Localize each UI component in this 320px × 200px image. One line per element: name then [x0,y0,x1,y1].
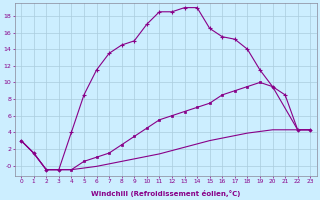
X-axis label: Windchill (Refroidissement éolien,°C): Windchill (Refroidissement éolien,°C) [91,190,240,197]
